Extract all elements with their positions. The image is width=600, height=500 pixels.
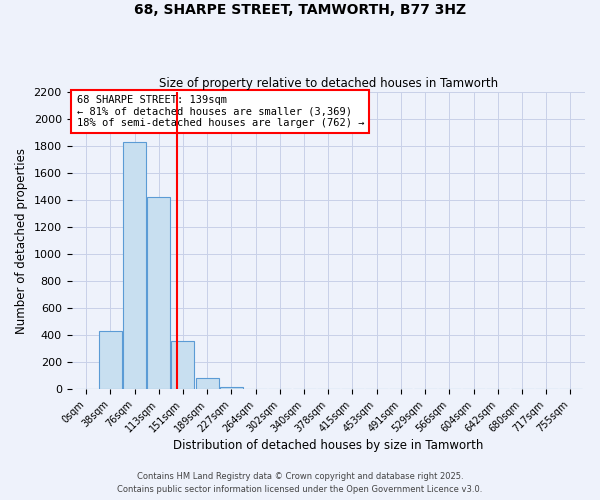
Bar xyxy=(99,331,122,389)
Title: Size of property relative to detached houses in Tamworth: Size of property relative to detached ho… xyxy=(159,76,498,90)
Text: 68, SHARPE STREET, TAMWORTH, B77 3HZ: 68, SHARPE STREET, TAMWORTH, B77 3HZ xyxy=(134,2,466,16)
Y-axis label: Number of detached properties: Number of detached properties xyxy=(15,148,28,334)
Bar xyxy=(196,378,218,389)
Bar xyxy=(123,142,146,389)
Text: 68 SHARPE STREET: 139sqm
← 81% of detached houses are smaller (3,369)
18% of sem: 68 SHARPE STREET: 139sqm ← 81% of detach… xyxy=(77,95,364,128)
X-axis label: Distribution of detached houses by size in Tamworth: Distribution of detached houses by size … xyxy=(173,440,484,452)
Text: Contains HM Land Registry data © Crown copyright and database right 2025.: Contains HM Land Registry data © Crown c… xyxy=(137,472,463,481)
Bar xyxy=(147,198,170,389)
Text: Contains public sector information licensed under the Open Government Licence v3: Contains public sector information licen… xyxy=(118,485,482,494)
Bar xyxy=(172,342,194,389)
Bar xyxy=(220,386,243,389)
